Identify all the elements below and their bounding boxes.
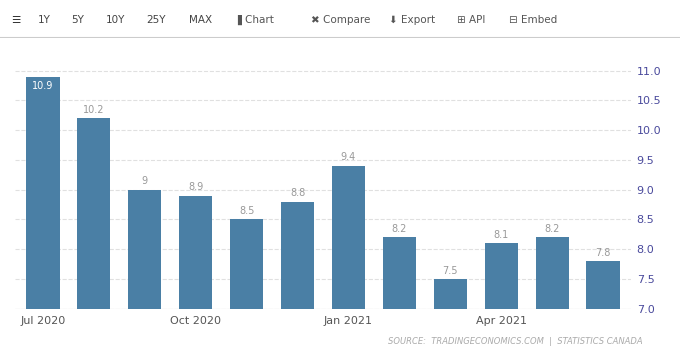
Text: 5Y: 5Y (71, 15, 84, 24)
Text: 8.2: 8.2 (392, 224, 407, 234)
Text: 10.2: 10.2 (83, 105, 105, 114)
Bar (434, 279, 467, 309)
Text: ✖ Compare: ✖ Compare (311, 15, 371, 24)
Text: 25Y: 25Y (146, 15, 166, 24)
Text: MAX: MAX (189, 15, 212, 24)
Text: ⬇ Export: ⬇ Export (389, 15, 435, 24)
Bar (230, 220, 263, 309)
Text: ⊟ Embed: ⊟ Embed (509, 15, 557, 24)
Text: 7.5: 7.5 (443, 266, 458, 275)
Text: 9: 9 (141, 176, 148, 186)
Bar (78, 118, 110, 309)
Bar (129, 190, 161, 309)
Text: 9.4: 9.4 (341, 152, 356, 162)
Bar (179, 196, 212, 309)
Text: 1Y: 1Y (37, 15, 50, 24)
Bar (332, 166, 365, 309)
Text: 8.9: 8.9 (188, 182, 203, 192)
Bar (383, 237, 416, 309)
Bar (485, 243, 517, 309)
Text: 8.5: 8.5 (239, 206, 254, 216)
Text: 8.1: 8.1 (494, 230, 509, 240)
Bar (27, 76, 60, 309)
Bar (586, 261, 619, 309)
Text: 8.8: 8.8 (290, 188, 305, 198)
Text: ☰: ☰ (11, 15, 20, 24)
Text: 7.8: 7.8 (596, 248, 611, 258)
Text: ⊞ API: ⊞ API (457, 15, 486, 24)
Text: 10.9: 10.9 (32, 81, 54, 91)
Text: SOURCE:  TRADINGECONOMICS.COM  |  STATISTICS CANADA: SOURCE: TRADINGECONOMICS.COM | STATISTIC… (388, 337, 643, 346)
Bar (281, 202, 314, 309)
Text: 8.2: 8.2 (545, 224, 560, 234)
Text: 10Y: 10Y (105, 15, 124, 24)
Bar (536, 237, 568, 309)
Text: ▌Chart: ▌Chart (237, 15, 273, 25)
